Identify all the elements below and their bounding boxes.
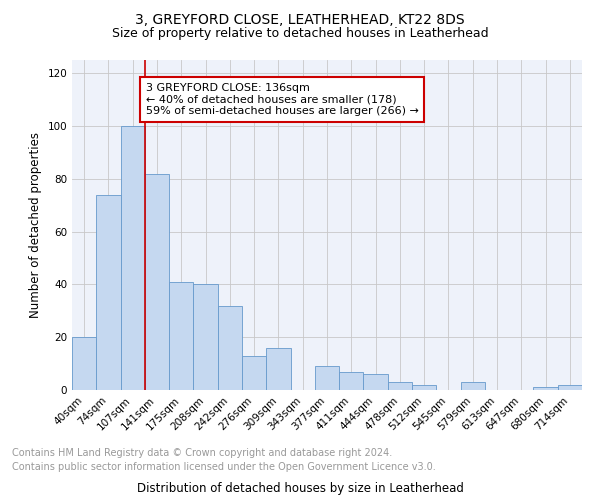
Bar — [533, 388, 558, 390]
Y-axis label: Number of detached properties: Number of detached properties — [29, 132, 42, 318]
Bar — [315, 366, 339, 390]
Bar — [461, 382, 485, 390]
Text: Contains public sector information licensed under the Open Government Licence v3: Contains public sector information licen… — [12, 462, 436, 472]
Bar — [121, 126, 145, 390]
Text: 3, GREYFORD CLOSE, LEATHERHEAD, KT22 8DS: 3, GREYFORD CLOSE, LEATHERHEAD, KT22 8DS — [135, 12, 465, 26]
Bar — [145, 174, 169, 390]
Bar — [558, 384, 582, 390]
Bar — [242, 356, 266, 390]
Bar — [266, 348, 290, 390]
Bar — [412, 384, 436, 390]
Bar — [72, 337, 96, 390]
Bar — [193, 284, 218, 390]
Bar — [364, 374, 388, 390]
Bar — [388, 382, 412, 390]
Bar — [218, 306, 242, 390]
Text: Distribution of detached houses by size in Leatherhead: Distribution of detached houses by size … — [137, 482, 463, 495]
Text: Contains HM Land Registry data © Crown copyright and database right 2024.: Contains HM Land Registry data © Crown c… — [12, 448, 392, 458]
Bar — [169, 282, 193, 390]
Bar — [339, 372, 364, 390]
Bar — [96, 194, 121, 390]
Text: Size of property relative to detached houses in Leatherhead: Size of property relative to detached ho… — [112, 28, 488, 40]
Text: 3 GREYFORD CLOSE: 136sqm
← 40% of detached houses are smaller (178)
59% of semi-: 3 GREYFORD CLOSE: 136sqm ← 40% of detach… — [146, 83, 418, 116]
